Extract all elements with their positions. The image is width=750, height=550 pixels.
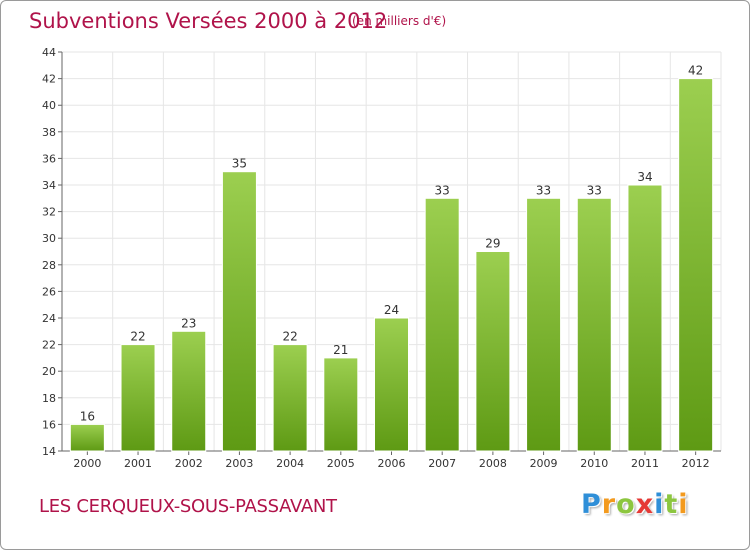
value-label-2006: 24	[384, 303, 399, 317]
value-label-2000: 16	[80, 409, 95, 423]
value-label-2001: 22	[130, 330, 145, 344]
logo-letter: i	[678, 489, 689, 520]
x-tick-label-2004: 2004	[276, 457, 304, 470]
y-tick-label: 40	[42, 99, 56, 112]
value-label-2004: 22	[282, 330, 297, 344]
y-tick-label: 14	[42, 445, 56, 458]
y-tick-label: 28	[42, 259, 56, 272]
bar-2001	[120, 344, 156, 452]
x-tick-label-2009: 2009	[530, 457, 558, 470]
logo-letter: P	[581, 489, 602, 520]
logo-letter: t	[664, 489, 679, 520]
x-tick-label-2011: 2011	[631, 457, 659, 470]
x-tick-label-2012: 2012	[682, 457, 710, 470]
x-tick-label-2000: 2000	[73, 457, 101, 470]
x-tick-label-2001: 2001	[124, 457, 152, 470]
bars	[69, 78, 714, 452]
bar-2003	[221, 171, 257, 452]
bar-2004	[272, 344, 308, 452]
bar-2011	[627, 184, 663, 452]
x-tick-label-2005: 2005	[327, 457, 355, 470]
value-label-2008: 29	[485, 237, 500, 251]
y-tick-label: 36	[42, 152, 56, 165]
chart-subtitle: (en milliers d'€)	[352, 14, 447, 28]
bar-2007	[424, 197, 460, 452]
x-tick-label-2003: 2003	[225, 457, 253, 470]
value-label-2002: 23	[181, 316, 196, 330]
bar-2002	[171, 330, 207, 452]
y-tick-label: 16	[42, 418, 56, 431]
y-tick-label: 38	[42, 126, 56, 139]
y-tick-label: 44	[42, 46, 56, 59]
value-label-2011: 34	[637, 170, 652, 184]
value-label-2009: 33	[536, 183, 551, 197]
value-label-2005: 21	[333, 343, 348, 357]
y-tick-label: 20	[42, 365, 56, 378]
commune-name: LES CERQUEUX-SOUS-PASSAVANT	[39, 496, 337, 517]
bar-2000	[69, 423, 105, 452]
value-label-2012: 42	[688, 64, 703, 78]
y-tick-label: 42	[42, 73, 56, 86]
y-tick-label: 30	[42, 232, 56, 245]
chart-title: Subventions Versées 2000 à 2012	[29, 9, 388, 33]
value-label-2007: 33	[435, 183, 450, 197]
bar-2006	[374, 317, 409, 452]
bar-2012	[678, 78, 714, 452]
x-tick-label-2007: 2007	[428, 457, 456, 470]
x-tick-label-2002: 2002	[175, 457, 203, 470]
y-tick-label: 18	[42, 392, 56, 405]
y-tick-label: 34	[42, 179, 56, 192]
y-tick-label: 22	[42, 339, 56, 352]
logo-letter: i	[654, 489, 665, 520]
logo-letter: o	[616, 489, 636, 520]
bar-2009	[526, 197, 562, 452]
bar-2010	[576, 197, 612, 452]
x-tick-label-2008: 2008	[479, 457, 507, 470]
y-tick-label: 26	[42, 285, 56, 298]
logo-letter: x	[635, 489, 655, 520]
proxiti-logo: Proxiti	[581, 489, 689, 520]
bar-2008	[475, 251, 511, 452]
x-tick-label-2010: 2010	[580, 457, 608, 470]
value-label-2010: 33	[587, 183, 602, 197]
x-tick-label-2006: 2006	[378, 457, 406, 470]
bar-2005	[323, 357, 359, 452]
value-label-2003: 35	[232, 157, 247, 171]
y-tick-label: 32	[42, 206, 56, 219]
y-tick-label: 24	[42, 312, 56, 325]
logo-letter: r	[601, 489, 617, 520]
labels: 14 16 18 20 22 24 26 28 30 32 34 36 38 40 42 44 16 2000 22…	[42, 46, 710, 470]
